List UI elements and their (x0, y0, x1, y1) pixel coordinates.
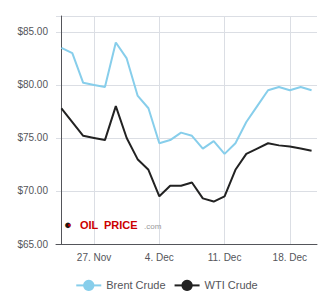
svg-text:4. Dec: 4. Dec (145, 252, 174, 263)
svg-text:$80.00: $80.00 (17, 79, 48, 90)
svg-text:●: ● (67, 221, 71, 228)
svg-text:27. Nov: 27. Nov (77, 252, 111, 263)
svg-text:Brent Crude: Brent Crude (106, 279, 165, 291)
svg-text:$65.00: $65.00 (17, 239, 48, 250)
svg-text:OIL: OIL (80, 219, 99, 231)
svg-text:11. Dec: 11. Dec (208, 252, 242, 263)
svg-text:$75.00: $75.00 (17, 132, 48, 143)
svg-text:WTI Crude: WTI Crude (205, 279, 258, 291)
svg-text:●: ● (64, 217, 72, 232)
svg-text:.com: .com (144, 222, 162, 231)
svg-text:PRICE: PRICE (104, 219, 138, 231)
svg-text:$70.00: $70.00 (17, 185, 48, 196)
svg-text:18. Dec: 18. Dec (273, 252, 307, 263)
svg-text:$85.00: $85.00 (17, 26, 48, 37)
